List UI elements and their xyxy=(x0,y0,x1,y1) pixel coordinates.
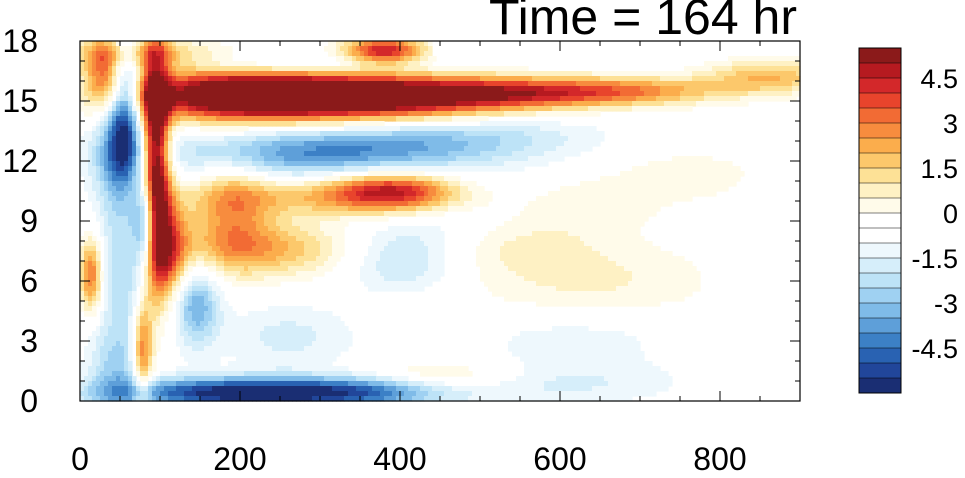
y-tick-label: 3 xyxy=(20,323,38,359)
colorbar-box xyxy=(859,333,901,348)
colorbar-box xyxy=(859,93,901,108)
colorbar-box xyxy=(859,183,901,198)
colorbar-box xyxy=(859,213,901,228)
colorbar-box xyxy=(859,318,901,333)
colorbar-box xyxy=(859,258,901,273)
x-tick-label: 800 xyxy=(693,441,746,473)
colorbar-label: 1.5 xyxy=(920,154,958,184)
colorbar-box xyxy=(859,348,901,363)
colorbar-box xyxy=(859,378,901,393)
colorbar: 4.5 3 1.5 0 -1.5 -3 -4.5 xyxy=(859,48,958,393)
colorbar-box xyxy=(859,363,901,378)
y-tick-label: 0 xyxy=(20,383,38,419)
colorbar-box xyxy=(859,243,901,258)
x-tick-label: 0 xyxy=(71,441,89,473)
chart-title: Time = 164 hr xyxy=(489,0,797,42)
x-tick-label: 600 xyxy=(533,441,586,473)
colorbar-box xyxy=(859,168,901,183)
colorbar-box xyxy=(859,228,901,243)
colorbar-label: -1.5 xyxy=(911,244,958,274)
colorbar-box xyxy=(859,48,901,63)
colorbar-box xyxy=(859,303,901,318)
colorbar-box xyxy=(859,63,901,78)
colorbar-box xyxy=(859,153,901,168)
x-tick-label: 200 xyxy=(213,441,266,473)
colorbar-box xyxy=(859,273,901,288)
colorbar-label: 0 xyxy=(943,199,958,229)
colorbar-label: 3 xyxy=(943,109,958,139)
y-tick-label: 15 xyxy=(2,83,38,119)
colorbar-box xyxy=(859,78,901,93)
colorbar-box xyxy=(859,198,901,213)
colorbar-box xyxy=(859,123,901,138)
colorbar-box xyxy=(859,138,901,153)
colorbar-box xyxy=(859,108,901,123)
y-tick-label: 9 xyxy=(20,203,38,239)
y-tick-label: 6 xyxy=(20,263,38,299)
y-tick-label: 18 xyxy=(2,23,38,59)
contour-field xyxy=(80,41,801,402)
colorbar-label: -3 xyxy=(934,289,958,319)
y-tick-label: 12 xyxy=(2,143,38,179)
x-tick-label: 400 xyxy=(373,441,426,473)
colorbar-label: -4.5 xyxy=(911,334,958,364)
colorbar-box xyxy=(859,288,901,303)
colorbar-label: 4.5 xyxy=(920,64,958,94)
